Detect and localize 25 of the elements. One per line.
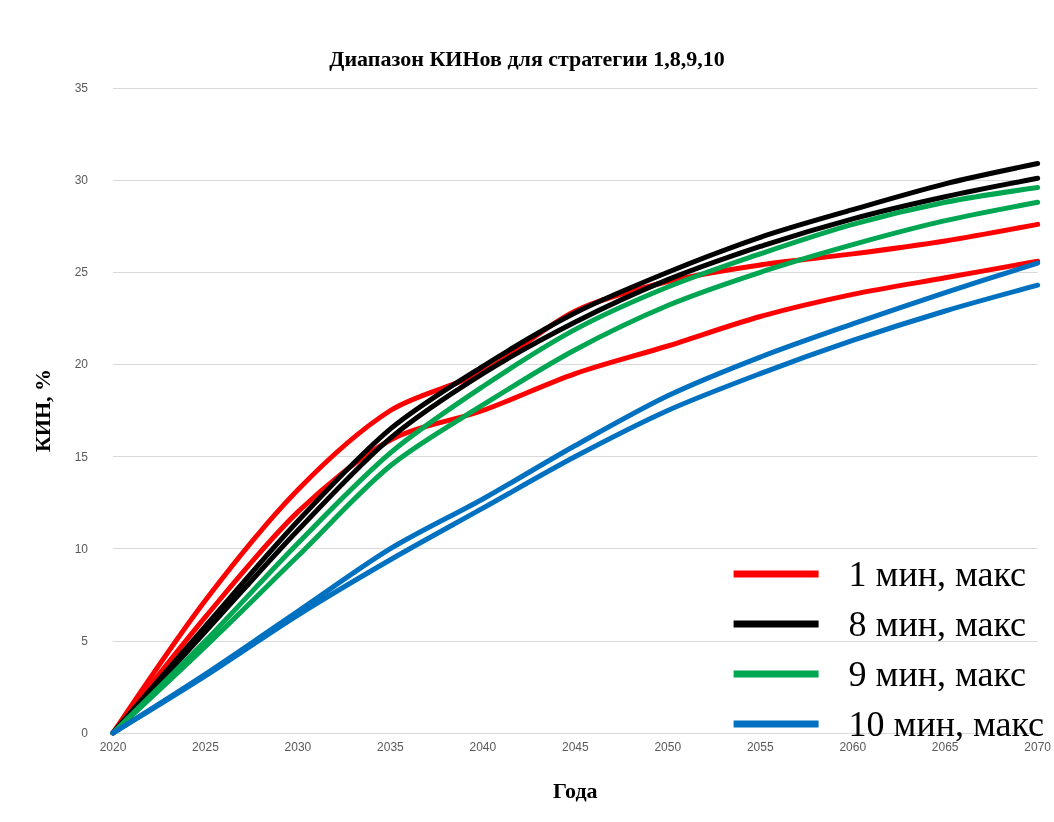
x-tick-label: 2035: [377, 740, 405, 754]
y-tick-label: 35: [74, 81, 89, 95]
x-axis-title: Года: [553, 777, 598, 803]
x-tick-label: 2040: [469, 740, 497, 754]
x-tick-label: 2045: [561, 740, 589, 754]
y-tick-label: 0: [81, 726, 89, 740]
y-tick-label: 15: [74, 449, 89, 464]
y-tick-label: 5: [81, 633, 89, 648]
x-tick-label: 2030: [284, 740, 312, 754]
x-tick-label: 2060: [839, 740, 867, 754]
y-axis-title: КИН, %: [29, 368, 55, 453]
x-tick-label: 2025: [192, 740, 220, 754]
y-tick-label: 20: [74, 357, 89, 372]
legend-label: 1 мин, макс: [848, 554, 1027, 594]
x-tick-label: 2065: [931, 740, 959, 754]
y-tick-label: 30: [74, 173, 89, 188]
legend-label: 8 мин, макс: [848, 604, 1027, 644]
x-tick-label: 2020: [99, 740, 127, 754]
x-tick-label: 2055: [746, 740, 774, 754]
chart-title: Диапазон КИНов для стратегии 1,8,9,10: [329, 45, 725, 71]
y-tick-label: 10: [74, 541, 89, 556]
y-tick-label: 25: [74, 265, 89, 280]
x-tick-label: 2070: [1024, 740, 1052, 754]
legend-label: 9 мин, макс: [848, 654, 1027, 694]
x-tick-label: 2050: [654, 740, 682, 754]
